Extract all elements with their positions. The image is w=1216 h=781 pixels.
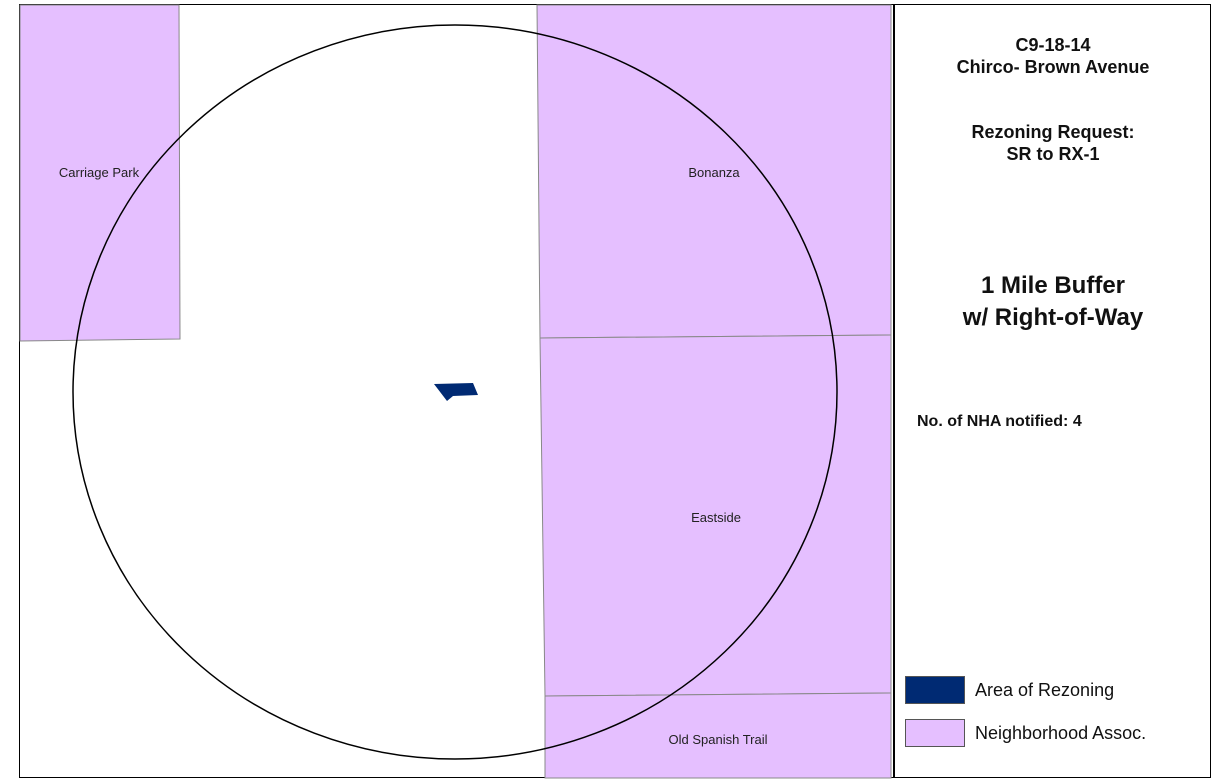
legend-swatch-rezoning xyxy=(905,676,965,704)
neighborhood-carriage-park xyxy=(19,4,181,342)
label-carriage-park: Carriage Park xyxy=(59,165,140,180)
case-number: C9-18-14 xyxy=(1015,35,1091,55)
legend-swatch-neighborhood xyxy=(905,719,965,747)
nha-notified-count: No. of NHA notified: 4 xyxy=(917,413,1082,430)
neighborhood-old-spanish-trail xyxy=(544,692,892,779)
buffer-circle xyxy=(72,24,838,760)
legend-panel: C9-18-14 Chirco- Brown Avenue Rezoning R… xyxy=(893,4,1211,778)
buffer-title-line2: w/ Right-of-Way xyxy=(962,304,1144,331)
case-title: C9-18-14 Chirco- Brown Avenue xyxy=(895,34,1211,78)
legend-item-neighborhood: Neighborhood Assoc. xyxy=(905,719,1146,747)
label-eastside: Eastside xyxy=(691,510,741,525)
buffer-title: 1 Mile Buffer w/ Right-of-Way xyxy=(895,270,1211,334)
request-change: SR to RX-1 xyxy=(1006,144,1100,164)
request-label: Rezoning Request: xyxy=(971,122,1135,142)
legend-item-rezoning: Area of Rezoning xyxy=(905,676,1114,704)
rezoning-area xyxy=(434,383,478,401)
rezoning-request: Rezoning Request: SR to RX-1 xyxy=(895,121,1211,165)
case-name: Chirco- Brown Avenue xyxy=(956,57,1150,77)
legend-label-rezoning: Area of Rezoning xyxy=(975,679,1115,700)
label-old-spanish-trail: Old Spanish Trail xyxy=(669,732,768,747)
legend-label-neighborhood: Neighborhood Assoc. xyxy=(975,722,1147,743)
label-bonanza: Bonanza xyxy=(688,165,740,180)
buffer-title-line1: 1 Mile Buffer xyxy=(980,272,1126,299)
